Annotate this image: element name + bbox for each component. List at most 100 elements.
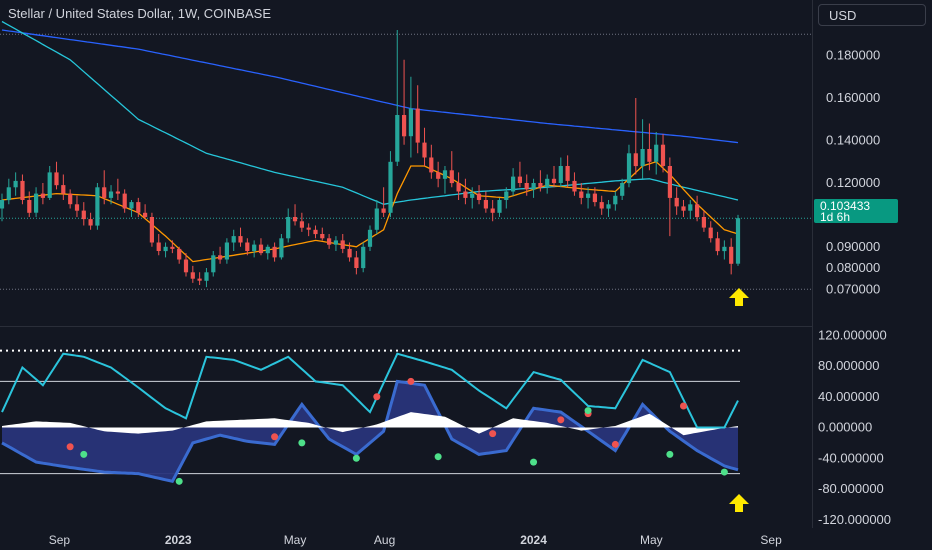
- candle-body: [272, 246, 277, 258]
- candle-body: [54, 172, 59, 186]
- candle-body: [388, 161, 393, 213]
- candle: [695, 195, 700, 222]
- candle: [558, 157, 563, 188]
- oscillator-arrow-marker: [729, 494, 749, 512]
- candle: [497, 197, 502, 217]
- candle: [0, 193, 5, 222]
- candle: [429, 144, 434, 179]
- candle-body: [47, 172, 52, 198]
- candle: [40, 183, 45, 205]
- candle-body: [183, 259, 189, 273]
- candle: [272, 242, 277, 262]
- candle: [374, 200, 379, 234]
- candle-body: [599, 202, 604, 209]
- candle: [20, 174, 25, 205]
- candle: [68, 189, 73, 209]
- candle-body: [681, 206, 686, 211]
- time-axis[interactable]: Sep 2023 May Aug 2024 May Sep: [49, 533, 782, 547]
- candle-body: [538, 183, 543, 188]
- candle-body: [524, 183, 529, 190]
- candle-body: [620, 183, 625, 196]
- candle-body: [0, 200, 5, 209]
- candle: [13, 172, 18, 196]
- candle: [667, 157, 672, 237]
- symbol-title: Stellar / United States Dollar, 1W, COIN…: [8, 6, 271, 21]
- candles-layer[interactable]: [0, 30, 741, 288]
- candle-body: [170, 246, 175, 249]
- time-tick-label: May: [640, 533, 663, 547]
- time-tick-label: 2023: [165, 533, 192, 547]
- candle-body: [735, 218, 741, 264]
- candle: [74, 195, 80, 217]
- candle-body: [20, 180, 25, 200]
- candle-body: [361, 246, 366, 269]
- candle-body: [13, 180, 18, 188]
- time-tick-label: Sep: [760, 533, 782, 547]
- green-signal-dot: [666, 450, 674, 458]
- candle: [170, 240, 175, 254]
- green-signal-dot: [530, 458, 538, 466]
- candle-body: [517, 176, 522, 183]
- grid-layer: [0, 0, 813, 528]
- candle-body: [674, 197, 679, 207]
- candle-body: [211, 255, 216, 273]
- green-signal-dot: [175, 477, 183, 485]
- candle-body: [722, 246, 727, 252]
- red-signal-dot: [611, 440, 619, 448]
- candle-body: [286, 217, 291, 239]
- oscillator-line: [1, 352, 739, 429]
- candle: [88, 212, 93, 230]
- candle-body: [688, 204, 693, 211]
- candle: [476, 185, 482, 205]
- candle: [490, 200, 495, 222]
- candle-body: [654, 144, 659, 162]
- candle: [640, 119, 645, 179]
- candle-body: [715, 238, 720, 252]
- candle-body: [647, 149, 652, 162]
- candle-body: [402, 115, 407, 137]
- candle: [408, 76, 413, 158]
- osc-tick-label: -80.000000: [818, 481, 884, 496]
- candle: [320, 227, 325, 241]
- signal-dots-layer: [66, 377, 728, 485]
- candle: [211, 251, 216, 277]
- candle: [286, 208, 291, 243]
- candle-body: [354, 257, 359, 268]
- candle: [538, 170, 543, 192]
- candle: [163, 242, 168, 258]
- candle-body: [6, 187, 11, 201]
- candle: [265, 244, 270, 260]
- candle-body: [149, 217, 154, 243]
- candle: [156, 234, 161, 256]
- red-signal-dot: [66, 443, 74, 451]
- candle: [34, 187, 39, 217]
- candle-body: [143, 212, 148, 218]
- candle: [143, 204, 148, 220]
- candle: [565, 155, 570, 188]
- time-tick-label: May: [284, 533, 307, 547]
- candle-body: [551, 178, 557, 184]
- green-signal-dot: [584, 407, 592, 415]
- candle-body: [347, 248, 352, 258]
- candle: [367, 225, 373, 251]
- candle: [701, 210, 706, 232]
- red-signal-dot: [557, 416, 565, 424]
- candle-body: [449, 170, 454, 184]
- candle: [279, 234, 284, 260]
- red-signal-dot: [373, 393, 381, 401]
- candle-body: [81, 210, 86, 220]
- candle-body: [415, 108, 420, 143]
- candle: [47, 166, 52, 200]
- candle: [456, 172, 461, 200]
- candle: [361, 242, 366, 273]
- price-axis[interactable]: 0.180000 0.160000 0.140000 0.120000 0.090000…: [818, 48, 891, 527]
- pane-divider: [0, 326, 812, 327]
- candle: [61, 174, 66, 200]
- candle: [626, 144, 632, 188]
- currency-selector-button[interactable]: USD: [818, 4, 926, 26]
- candle-body: [27, 200, 32, 213]
- candle: [436, 161, 441, 188]
- candle: [504, 187, 509, 209]
- candle-body: [640, 149, 645, 166]
